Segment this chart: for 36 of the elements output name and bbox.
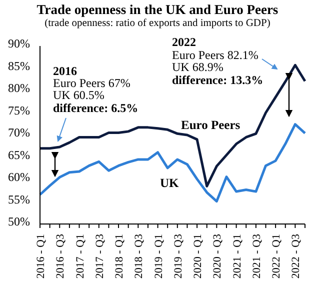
- annotation: UK 68.9%: [172, 60, 224, 75]
- x-tick-label: 2016 - Q3: [54, 234, 67, 279]
- x-tick-label: 2020 - Q1: [192, 234, 204, 279]
- x-tick-label: 2018 - Q1: [114, 234, 126, 279]
- y-tick-label: 85%: [8, 58, 30, 73]
- annotation: Euro Peers 82.1%: [172, 48, 258, 63]
- series-label: Euro Peers: [181, 118, 240, 133]
- y-tick-label: 50%: [8, 214, 30, 229]
- x-tick-label: 2017 - Q3: [94, 234, 106, 279]
- y-tick-label: 60%: [8, 170, 30, 184]
- annotation: UK 60.5%: [53, 88, 104, 103]
- x-tick-label: 2016 - Q1: [35, 234, 47, 279]
- annotation: difference: 13.3%: [172, 73, 264, 88]
- annotation: 2022: [172, 35, 196, 50]
- line-series: [38, 64, 306, 188]
- x-tick-label: 2018 - Q3: [133, 234, 146, 279]
- y-tick-label: 55%: [8, 192, 30, 206]
- y-tick-label: 65%: [8, 148, 30, 162]
- series-label: UK: [160, 176, 179, 191]
- y-tick-label: 80%: [8, 81, 30, 96]
- x-tick-label: 2020 - Q3: [212, 234, 224, 279]
- y-tick-label: 70%: [8, 126, 30, 140]
- annotation: Euro Peers 67%: [53, 76, 130, 91]
- x-tick-label: 2021 - Q3: [250, 234, 263, 279]
- annotation: difference: 6.5%: [53, 101, 138, 116]
- chart-title: Trade openness in the UK and Euro Peers: [36, 2, 280, 18]
- x-tick-label: 2021 - Q1: [231, 234, 244, 279]
- annotation: 2016: [53, 64, 77, 79]
- y-tick-label: 90%: [8, 36, 30, 51]
- y-tick-label: 75%: [8, 103, 30, 118]
- x-tick-label: 2019 - Q1: [152, 234, 165, 279]
- x-tick-label: 2022 - Q3: [290, 234, 302, 279]
- x-tick-label: 2022 - Q1: [270, 234, 283, 279]
- x-tick-label: 2017 - Q1: [74, 234, 86, 279]
- x-tick-label: 2019 - Q3: [172, 234, 184, 279]
- chart-subtitle: (trade openness: ratio of exports and imports to GDP): [44, 18, 272, 29]
